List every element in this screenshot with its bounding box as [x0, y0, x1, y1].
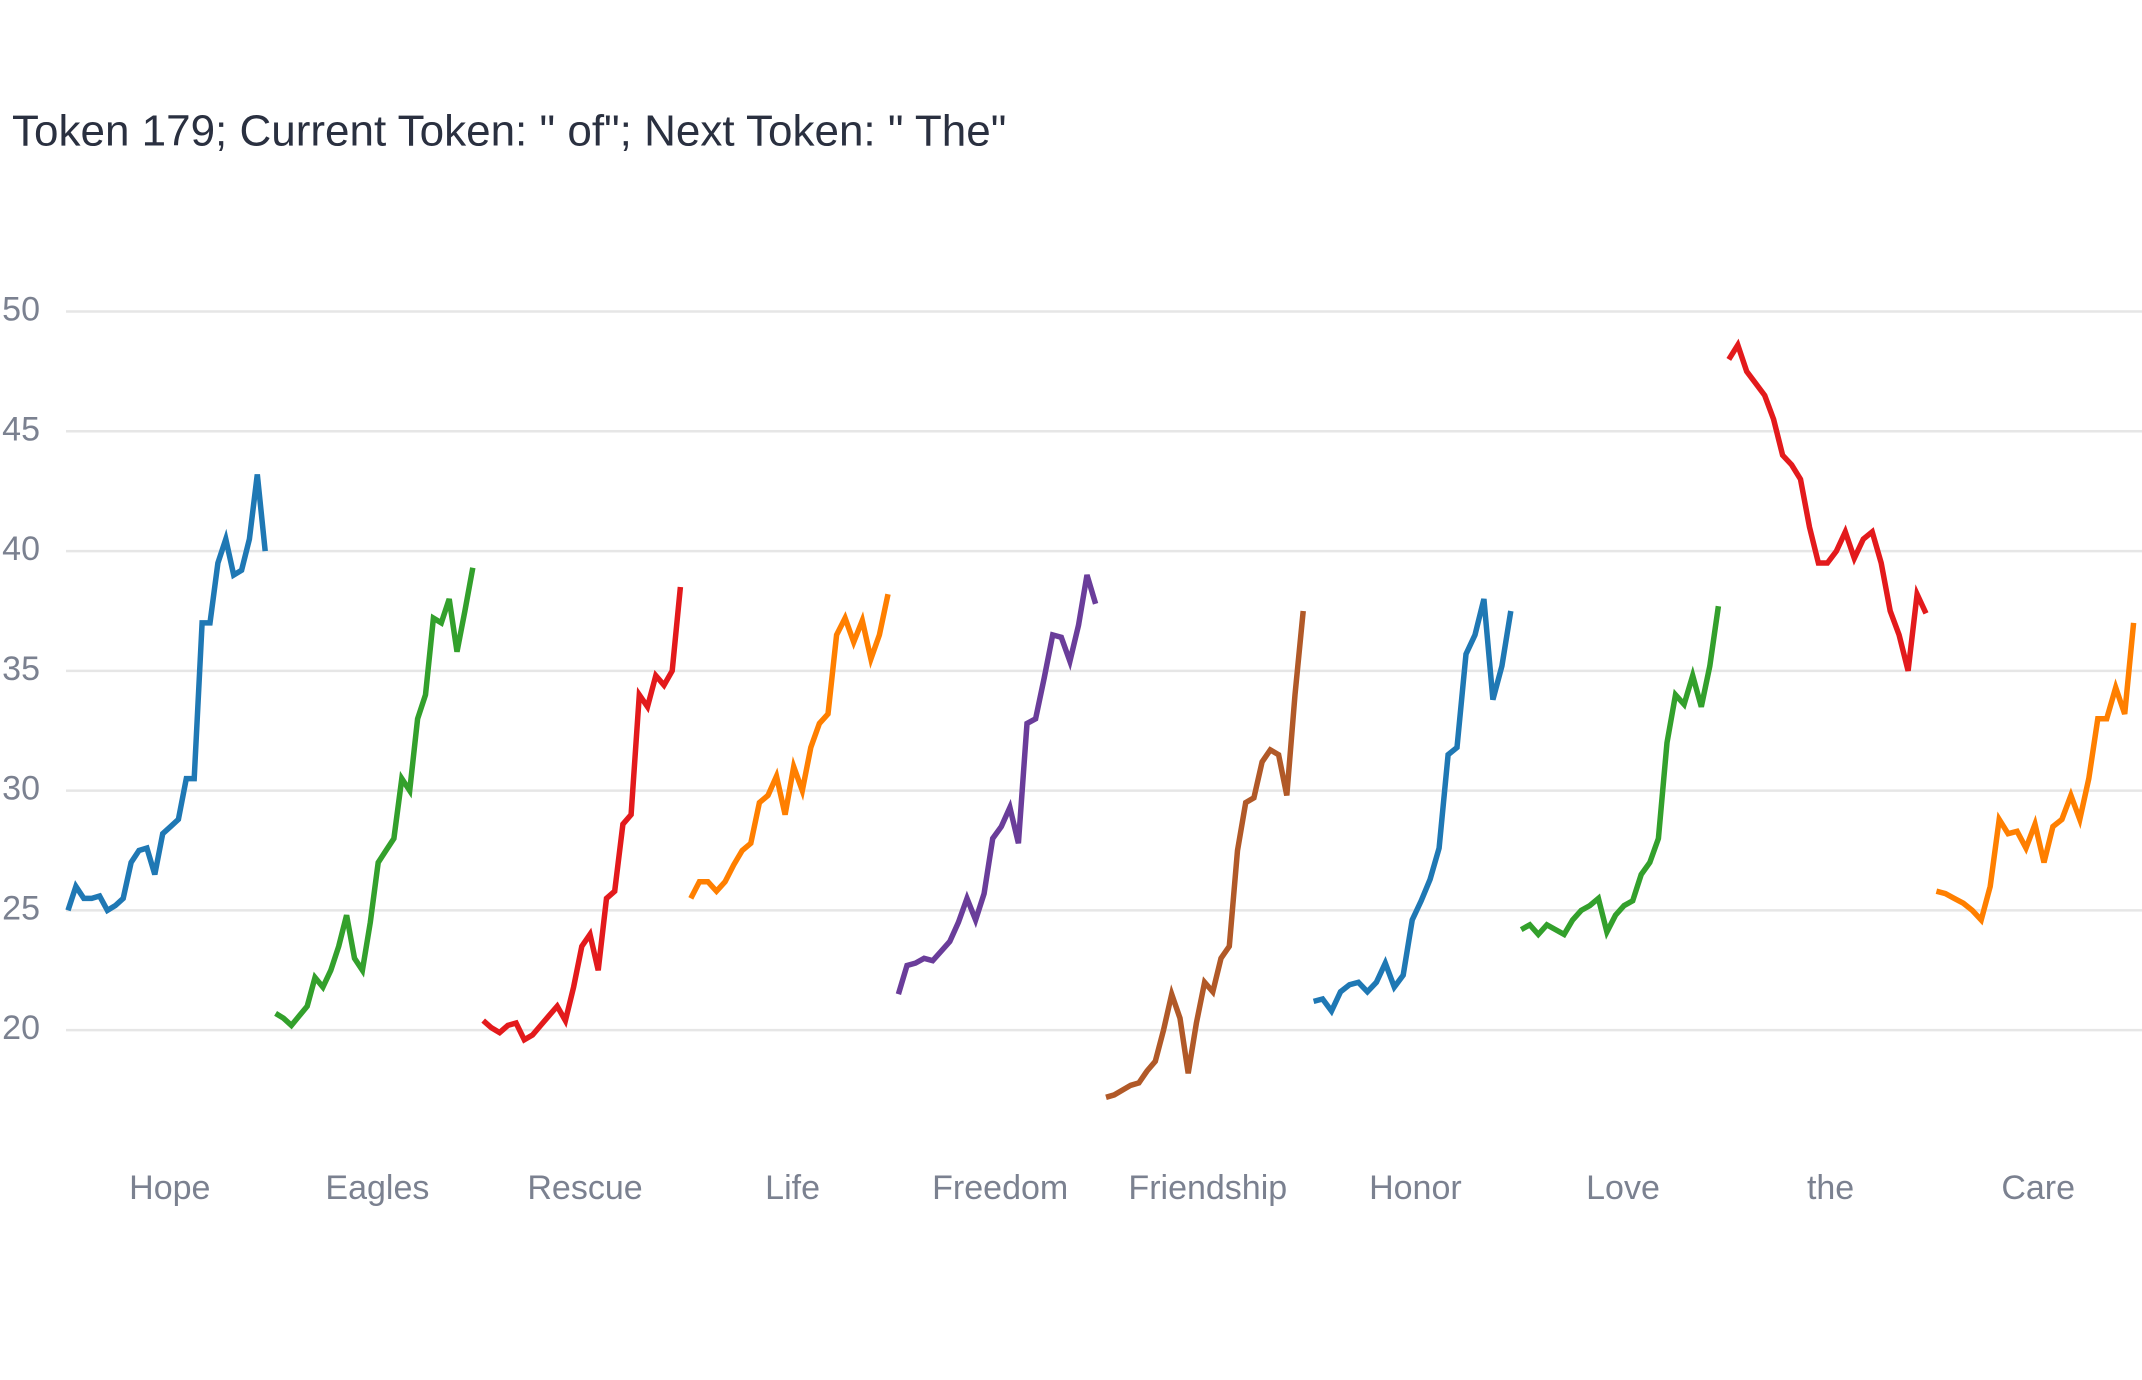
x-tick-label: the [1807, 1169, 1854, 1207]
y-tick-label: 45 [2, 410, 40, 448]
y-tick-label: 50 [2, 290, 40, 328]
series-line [1312, 598, 1514, 1017]
x-tick-label: Eagles [325, 1169, 429, 1207]
series-line [1519, 605, 1722, 940]
y-tick-label: 35 [2, 650, 40, 688]
x-tick-label: Honor [1369, 1169, 1462, 1207]
y-tick-label: 30 [2, 770, 40, 808]
series-line [688, 593, 891, 900]
y-tick-label: 40 [2, 530, 40, 568]
y-tick-label: 20 [2, 1009, 40, 1047]
x-tick-label: Friendship [1128, 1169, 1287, 1207]
x-tick-label: Care [2001, 1169, 2075, 1207]
series-line [481, 586, 684, 1044]
chart-title: Token 179; Current Token: " of"; Next To… [12, 107, 1006, 156]
x-tick-label: Hope [129, 1169, 210, 1207]
series-line [895, 574, 1099, 995]
x-tick-label: Freedom [932, 1169, 1068, 1207]
series-line [1935, 622, 2137, 926]
x-tick-label: Love [1586, 1169, 1660, 1207]
y-tick-label: 25 [2, 889, 40, 927]
series-line [274, 567, 476, 1030]
x-tick-label: Life [765, 1169, 820, 1207]
series-line [65, 474, 268, 915]
series-line [1726, 338, 1929, 672]
x-tick-label: Rescue [527, 1169, 642, 1207]
series-line [1105, 610, 1306, 1100]
